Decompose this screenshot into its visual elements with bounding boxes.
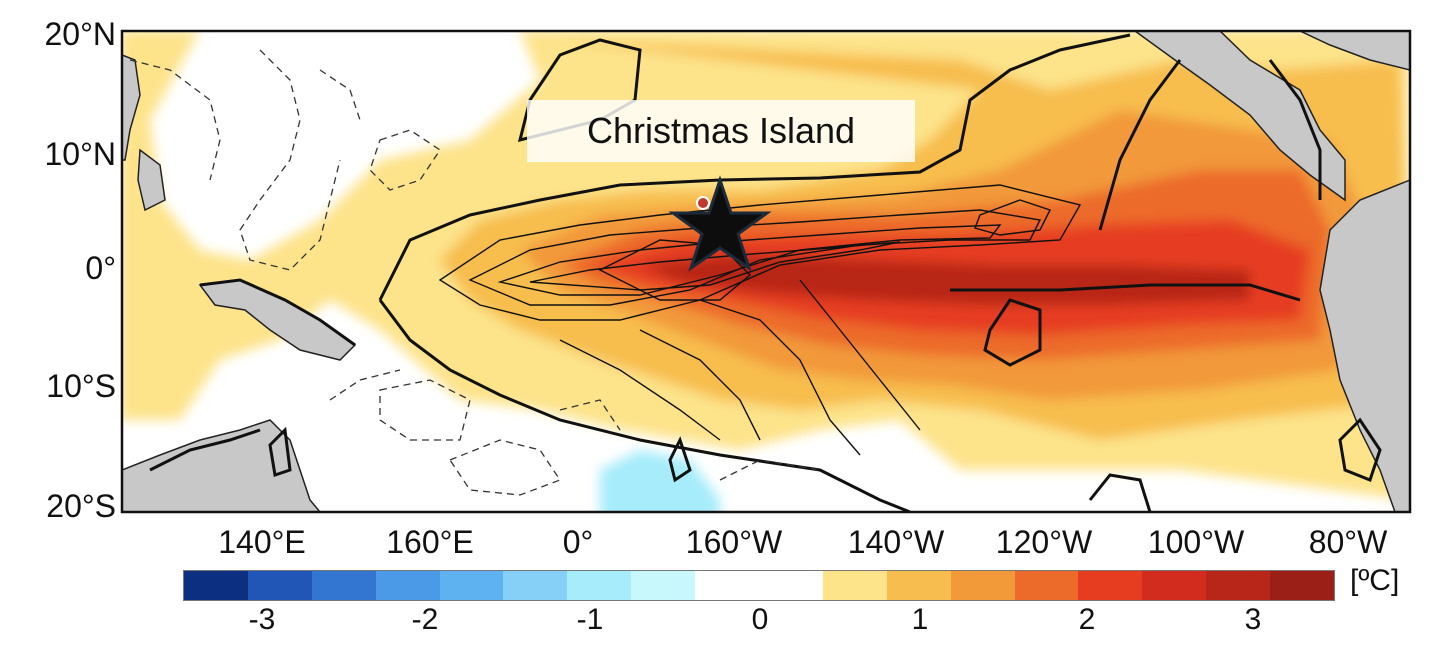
lon-label-80w: 80°W [1308, 524, 1388, 560]
colorbar-swatch [1014, 571, 1079, 600]
colorbar-tick-label: 1 [911, 603, 929, 636]
colorbar-tick-label: -2 [411, 603, 439, 636]
colorbar-units-label: [ºC] [1350, 564, 1400, 597]
place-label: Christmas Island [586, 110, 856, 151]
colorbar-tick-label: 0 [751, 603, 769, 636]
lat-label-10s: 10°S [46, 368, 116, 404]
land-asia-philippines [122, 54, 141, 161]
lon-label-0: 0° [562, 524, 594, 560]
colorbar-swatch [1270, 571, 1335, 600]
colorbar-tick-label: 2 [1078, 603, 1096, 636]
lat-label-10n: 10°N [44, 136, 117, 172]
land-south-america [1319, 179, 1410, 512]
lat-label-equator: 0° [85, 250, 116, 286]
colorbar-swatch [184, 571, 248, 600]
lon-label-160e: 160°E [386, 524, 474, 560]
sst-anomaly-field [122, 31, 1410, 512]
colorbar-swatch [567, 571, 632, 600]
colorbar-tick-label: -3 [248, 603, 276, 636]
colorbar-swatch [695, 571, 760, 600]
lat-label-20n: 20°N [44, 16, 117, 52]
colorbar-swatch [439, 571, 504, 600]
star-icon [668, 175, 772, 272]
colorbar-swatch [1142, 571, 1207, 600]
lon-label-120w: 120°W [995, 524, 1093, 560]
colorbar-swatch [1078, 571, 1143, 600]
colorbar-swatch [1206, 571, 1271, 600]
land-central-america [1133, 31, 1346, 202]
colorbar-swatch [247, 571, 312, 600]
lon-label-140w: 140°W [847, 524, 945, 560]
colorbar-tick-label: -1 [576, 603, 604, 636]
land-borneo-sulawesi [137, 148, 166, 212]
lon-label-140e: 140°E [218, 524, 306, 560]
colorbar-tick-label: 3 [1244, 603, 1262, 636]
island-location-dot [696, 196, 710, 210]
contour-lines-negative [129, 49, 821, 496]
contour-lines-positive [438, 184, 1082, 456]
colorbar-swatch [375, 571, 440, 600]
colorbar-swatch [950, 571, 1015, 600]
lat-label-20s: 20°S [46, 488, 116, 524]
place-label-box: Christmas Island [527, 100, 915, 162]
colorbar-swatch [759, 571, 823, 600]
map-frame [120, 29, 1412, 514]
colorbar-swatch [822, 571, 887, 600]
colorbar-swatch [503, 571, 568, 600]
anomaly-band-deep-red [640, 255, 1250, 305]
colorbar [183, 570, 1335, 601]
colorbar-swatch [631, 571, 696, 600]
lon-label-160w: 160°W [685, 524, 783, 560]
lon-label-100w: 100°W [1147, 524, 1245, 560]
colorbar-swatch [311, 571, 376, 600]
colorbar-swatch [886, 571, 951, 600]
land-caribbean [1299, 31, 1410, 71]
